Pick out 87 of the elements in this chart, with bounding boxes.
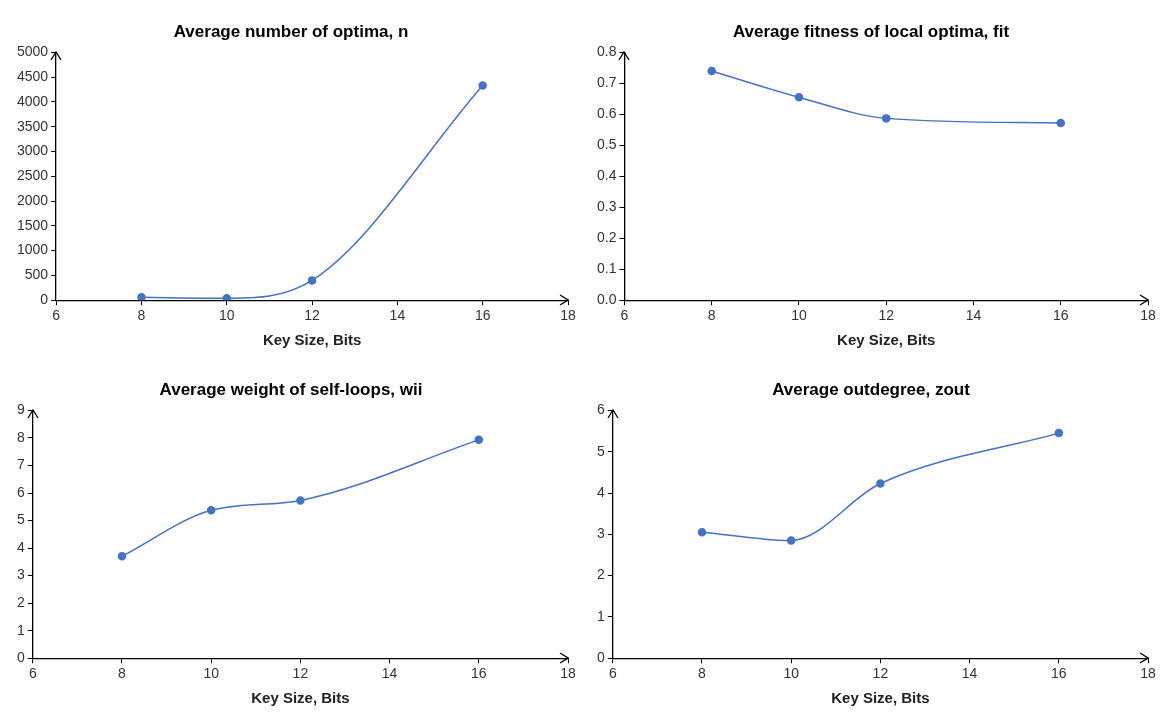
x-tick-label: 12 — [872, 665, 889, 682]
y-tick-label: 4500 — [16, 68, 49, 85]
point — [222, 293, 232, 301]
y-tick-label: 4 — [16, 538, 25, 555]
point — [117, 552, 127, 561]
y-tick-label: 0.2 — [596, 229, 617, 246]
y-tick-label: 5 — [596, 442, 605, 459]
point — [786, 536, 796, 545]
y-tick-label: 3 — [16, 566, 25, 583]
x-tick-label: 8 — [698, 665, 707, 682]
x-tick-label: 12 — [292, 665, 309, 682]
y-tick-label: 0.7 — [596, 74, 617, 91]
point — [876, 479, 885, 488]
x-tick-label: 16 — [1052, 307, 1069, 324]
x-tick-label: 18 — [560, 665, 576, 682]
point — [707, 66, 716, 76]
x-tick-label: 8 — [118, 665, 127, 682]
x-tick-label: 18 — [560, 307, 576, 324]
y-tick-label: 2 — [596, 566, 605, 583]
x-tick-label: 14 — [965, 307, 982, 324]
chart-title: Average outdegree, zout — [772, 379, 971, 399]
y-tick-label: 4 — [596, 483, 605, 500]
x-tick-label: 10 — [203, 665, 220, 682]
y-tick-label: 0.1 — [596, 260, 617, 277]
x-tick-label: 10 — [791, 307, 807, 324]
x-tick-label: 12 — [878, 307, 895, 324]
x-tick-label: 8 — [707, 307, 716, 324]
x-tick-label: 16 — [1051, 665, 1067, 682]
y-tick-label: 0.6 — [596, 105, 617, 122]
point — [296, 496, 305, 505]
y-tick-label: 0.0 — [596, 291, 617, 308]
y-tick-label: 1000 — [16, 241, 49, 258]
y-tick-label: 0 — [16, 649, 25, 666]
point — [794, 93, 804, 102]
point — [697, 527, 707, 537]
y-tick-label: 9 — [16, 401, 25, 418]
y-tick-label: 0.4 — [596, 167, 617, 184]
x-tick-label: 14 — [381, 665, 398, 682]
chart-title: Average fitness of local optima, fit — [732, 21, 1010, 41]
x-axis-title: Key Size, Bits — [831, 689, 930, 707]
x-axis-title: Key Size, Bits — [837, 331, 936, 349]
point — [307, 276, 317, 285]
x-tick-label: 10 — [218, 307, 235, 324]
x-tick-label: 16 — [474, 307, 491, 324]
y-tick-label: 1500 — [16, 216, 49, 233]
y-tick-label: 0.8 — [596, 43, 617, 60]
chart-title: Average number of optima, n — [173, 21, 409, 41]
point — [881, 114, 891, 123]
y-tick-label: 5 — [16, 511, 25, 528]
y-tick-label: 0.5 — [596, 136, 617, 153]
x-tick-label: 16 — [471, 665, 487, 682]
point — [137, 292, 146, 301]
y-tick-label: 0.3 — [596, 198, 617, 215]
y-tick-label: 6 — [16, 483, 25, 500]
point — [474, 435, 484, 445]
x-tick-label: 12 — [304, 307, 321, 324]
x-tick-label: 14 — [961, 665, 978, 682]
y-tick-label: 0 — [596, 649, 605, 666]
point — [206, 506, 216, 515]
x-tick-label: 8 — [137, 307, 146, 324]
y-tick-label: 2 — [16, 593, 25, 610]
y-tick-label: 3 — [596, 525, 605, 542]
y-tick-label: 8 — [16, 428, 25, 445]
y-tick-label: 4000 — [16, 92, 49, 109]
y-tick-label: 3000 — [16, 142, 49, 159]
x-tick-label: 18 — [1140, 307, 1156, 324]
y-tick-label: 2500 — [16, 167, 49, 184]
x-tick-label: 10 — [783, 665, 800, 682]
y-tick-label: 1 — [596, 607, 605, 624]
x-tick-label: 6 — [52, 307, 61, 324]
y-tick-label: 500 — [24, 266, 49, 283]
y-tick-label: 1 — [16, 621, 25, 638]
point — [1054, 428, 1064, 438]
y-tick-label: 5000 — [16, 43, 49, 60]
y-tick-label: 3500 — [16, 117, 49, 134]
x-tick-label: 18 — [1140, 665, 1156, 682]
x-axis-title: Key Size, Bits — [262, 331, 362, 349]
y-tick-label: 2000 — [16, 191, 49, 208]
chart-title: Average weight of self-loops, wii — [159, 379, 423, 399]
x-tick-label: 6 — [620, 307, 629, 324]
x-tick-label: 14 — [389, 307, 406, 324]
y-tick-label: 0 — [40, 291, 49, 308]
y-tick-label: 6 — [596, 401, 605, 418]
point — [1056, 118, 1065, 128]
y-tick-label: 7 — [16, 456, 25, 473]
point — [478, 81, 487, 90]
x-axis-title: Key Size, Bits — [251, 689, 350, 707]
